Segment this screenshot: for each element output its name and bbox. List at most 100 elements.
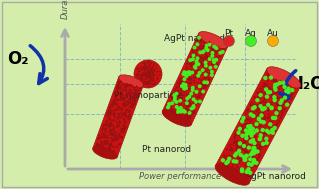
Circle shape — [145, 68, 146, 70]
Circle shape — [145, 72, 147, 74]
Circle shape — [244, 124, 246, 126]
Circle shape — [193, 63, 195, 65]
Circle shape — [240, 131, 242, 133]
Circle shape — [109, 149, 111, 151]
Ellipse shape — [267, 67, 301, 88]
Circle shape — [144, 65, 146, 67]
Circle shape — [253, 117, 255, 119]
Ellipse shape — [198, 32, 228, 49]
Circle shape — [123, 128, 125, 130]
Circle shape — [109, 143, 111, 145]
Circle shape — [115, 135, 117, 137]
Circle shape — [145, 69, 146, 70]
Circle shape — [199, 87, 202, 89]
Circle shape — [240, 129, 242, 132]
Circle shape — [246, 141, 248, 143]
Circle shape — [288, 102, 290, 104]
Circle shape — [251, 129, 254, 132]
Circle shape — [221, 163, 223, 165]
Circle shape — [263, 119, 265, 121]
Circle shape — [209, 57, 211, 60]
Circle shape — [143, 72, 145, 74]
Circle shape — [106, 143, 108, 145]
Circle shape — [255, 128, 259, 133]
Circle shape — [176, 109, 178, 111]
Circle shape — [232, 163, 234, 165]
Circle shape — [192, 90, 194, 92]
Circle shape — [150, 78, 152, 80]
Circle shape — [124, 114, 126, 116]
Circle shape — [125, 94, 127, 97]
Circle shape — [184, 86, 188, 90]
Circle shape — [180, 88, 182, 90]
Circle shape — [239, 153, 243, 157]
Circle shape — [197, 42, 199, 44]
Circle shape — [234, 132, 237, 134]
Circle shape — [131, 92, 133, 94]
Circle shape — [152, 67, 153, 69]
Circle shape — [250, 140, 252, 142]
Circle shape — [129, 84, 131, 86]
Circle shape — [256, 105, 258, 107]
Circle shape — [147, 81, 149, 83]
Circle shape — [271, 121, 273, 123]
Circle shape — [105, 142, 107, 144]
Circle shape — [189, 91, 191, 94]
Circle shape — [213, 55, 215, 57]
Circle shape — [226, 148, 228, 151]
Circle shape — [118, 133, 120, 136]
Circle shape — [260, 146, 262, 149]
Circle shape — [225, 155, 227, 157]
Circle shape — [204, 46, 208, 50]
Circle shape — [182, 85, 184, 88]
Circle shape — [135, 95, 137, 98]
Circle shape — [138, 71, 140, 73]
Circle shape — [265, 84, 267, 86]
Circle shape — [249, 152, 251, 154]
Circle shape — [271, 89, 274, 92]
Circle shape — [259, 106, 262, 108]
Text: Au-AgPt nanorod: Au-AgPt nanorod — [230, 172, 306, 181]
Circle shape — [200, 79, 202, 82]
Circle shape — [155, 67, 157, 69]
Circle shape — [272, 130, 275, 132]
Circle shape — [131, 103, 133, 105]
Circle shape — [258, 115, 261, 117]
Circle shape — [215, 59, 217, 61]
Circle shape — [111, 145, 114, 147]
Circle shape — [113, 113, 115, 115]
Circle shape — [272, 128, 274, 130]
Circle shape — [245, 118, 248, 120]
Circle shape — [118, 82, 120, 84]
Circle shape — [228, 145, 230, 147]
Circle shape — [280, 108, 282, 110]
Circle shape — [128, 118, 130, 120]
Circle shape — [146, 84, 148, 85]
Circle shape — [109, 119, 112, 121]
Circle shape — [153, 79, 155, 81]
Circle shape — [216, 57, 218, 59]
Circle shape — [120, 94, 122, 96]
Circle shape — [180, 83, 182, 85]
Circle shape — [259, 149, 261, 152]
Circle shape — [236, 148, 238, 150]
Circle shape — [124, 121, 127, 123]
Circle shape — [149, 81, 151, 82]
Circle shape — [110, 144, 112, 146]
Circle shape — [107, 122, 109, 125]
Circle shape — [247, 162, 251, 166]
Circle shape — [125, 85, 127, 88]
Circle shape — [118, 125, 121, 127]
Circle shape — [137, 93, 139, 95]
Circle shape — [110, 144, 112, 146]
Circle shape — [289, 85, 291, 88]
Circle shape — [195, 46, 197, 48]
Circle shape — [280, 110, 283, 112]
Circle shape — [200, 57, 202, 59]
Circle shape — [124, 104, 127, 106]
Circle shape — [189, 94, 192, 97]
Circle shape — [124, 112, 126, 115]
Circle shape — [116, 118, 118, 120]
Circle shape — [252, 109, 254, 111]
Circle shape — [113, 99, 115, 102]
